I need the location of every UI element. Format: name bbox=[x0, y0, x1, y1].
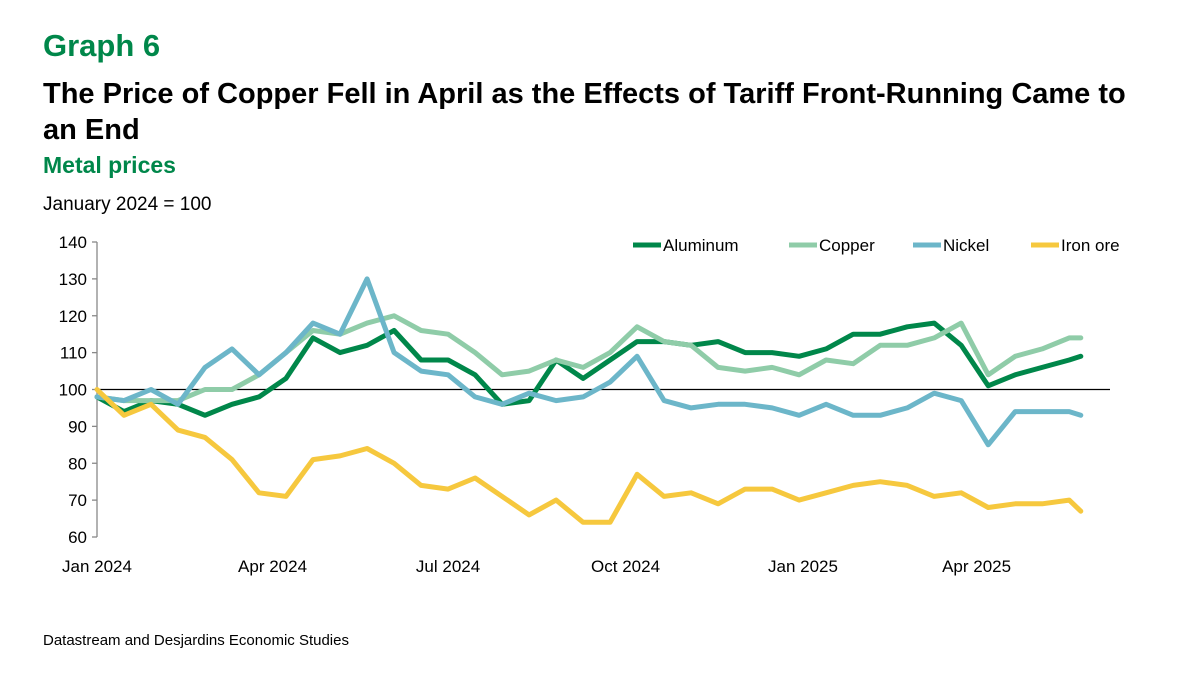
y-tick-label: 130 bbox=[59, 270, 87, 289]
y-tick-label: 100 bbox=[59, 381, 87, 400]
legend-label: Copper bbox=[819, 236, 875, 255]
source-note: Datastream and Desjardins Economic Studi… bbox=[43, 632, 349, 649]
y-tick-label: 80 bbox=[68, 454, 87, 473]
x-tick-label: Jul 2024 bbox=[416, 557, 480, 576]
y-tick-label: 70 bbox=[68, 491, 87, 510]
chart-subtitle: Metal prices bbox=[43, 152, 176, 178]
y-tick-label: 120 bbox=[59, 307, 87, 326]
legend-label: Nickel bbox=[943, 236, 989, 255]
x-tick-label: Apr 2025 bbox=[942, 557, 1011, 576]
y-tick-label: 140 bbox=[59, 233, 87, 252]
series-line-aluminum bbox=[94, 320, 1084, 418]
series-line-nickel bbox=[94, 276, 1084, 448]
y-tick-label: 90 bbox=[68, 417, 87, 436]
y-tick-label: 110 bbox=[60, 344, 87, 363]
series-line-iron-ore bbox=[94, 387, 1084, 525]
legend-label: Aluminum bbox=[663, 236, 739, 255]
x-tick-label: Jan 2024 bbox=[62, 557, 132, 576]
legend-label: Iron ore bbox=[1061, 236, 1120, 255]
x-tick-label: Jan 2025 bbox=[768, 557, 838, 576]
y-tick-label: 60 bbox=[68, 528, 87, 547]
x-tick-label: Oct 2024 bbox=[591, 557, 660, 576]
graph-label: Graph 6 bbox=[43, 28, 161, 63]
x-tick-label: Apr 2024 bbox=[238, 557, 307, 576]
unit-note: January 2024 = 100 bbox=[43, 194, 212, 215]
chart-title: The Price of Copper Fell in April as the… bbox=[43, 78, 1126, 146]
